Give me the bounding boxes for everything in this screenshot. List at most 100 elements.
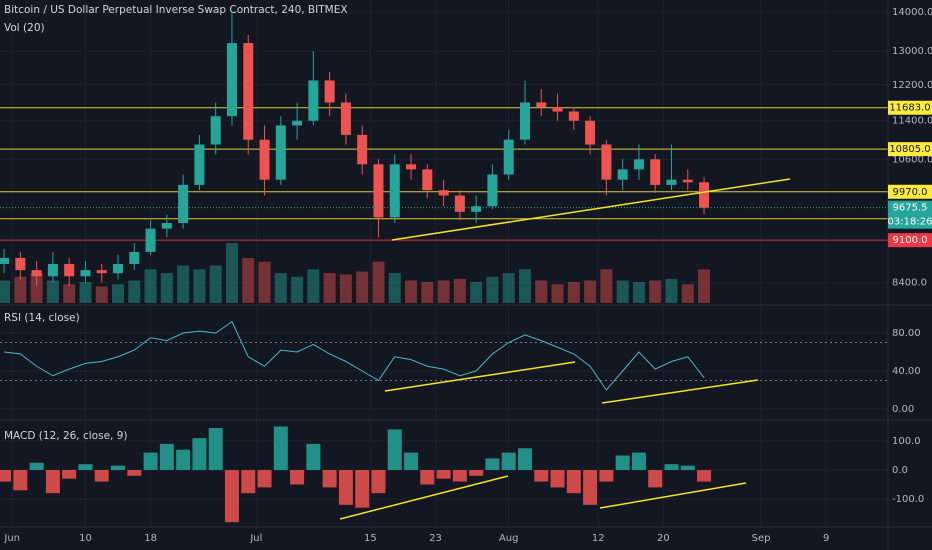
candle-body xyxy=(226,43,237,117)
candle-body xyxy=(454,195,465,212)
volume-bar xyxy=(46,280,59,303)
candle-body xyxy=(80,270,91,277)
volume-bar xyxy=(649,280,662,303)
candle-body xyxy=(471,206,482,212)
countdown-label: 03:18:26 xyxy=(888,217,932,228)
macd-bar xyxy=(224,469,239,523)
volume-bar xyxy=(453,279,466,303)
candle-body xyxy=(406,164,417,170)
macd-bar xyxy=(517,448,532,470)
x-tick-label: Jun xyxy=(3,533,20,544)
macd-bar xyxy=(680,465,695,470)
volume-bar xyxy=(79,282,92,303)
volume-bar xyxy=(486,276,499,303)
candle-body xyxy=(15,257,26,271)
volume-bar xyxy=(30,273,43,303)
volume-bar xyxy=(258,261,271,303)
candle-body xyxy=(389,164,400,218)
volume-bar xyxy=(665,279,678,303)
macd-bar xyxy=(501,452,516,470)
rsi-title: RSI (14, close) xyxy=(4,312,80,324)
trend-line xyxy=(599,482,747,509)
volume-bar xyxy=(372,261,385,303)
volume-bar xyxy=(323,273,336,303)
macd-bar xyxy=(0,469,12,482)
volume-bar xyxy=(128,280,141,303)
candle-body xyxy=(324,80,335,103)
volume-bar xyxy=(388,273,401,303)
volume-bar xyxy=(356,271,369,303)
candle-body xyxy=(145,228,156,252)
macd-bar xyxy=(469,469,484,476)
macd-bar xyxy=(192,438,207,470)
candle-body xyxy=(259,139,270,180)
trend-line xyxy=(601,379,759,404)
macd-bar xyxy=(404,452,419,470)
macd-bar xyxy=(208,427,223,470)
trend-line xyxy=(391,178,791,241)
macd-bar xyxy=(241,469,256,494)
level-badge xyxy=(888,184,932,199)
macd-bar xyxy=(306,443,321,470)
volume-bar xyxy=(405,280,418,303)
candle-body xyxy=(601,144,612,180)
macd-bar xyxy=(583,469,598,505)
volume-bar xyxy=(225,243,238,303)
volume-bar xyxy=(339,274,352,303)
volume-bar xyxy=(209,265,222,303)
macd-bar xyxy=(78,464,93,470)
volume-bar xyxy=(160,273,173,303)
y-tick-label: 13000.0 xyxy=(892,46,932,57)
candle-body xyxy=(552,106,563,112)
macd-bar xyxy=(436,469,451,479)
candle-body xyxy=(682,179,693,183)
macd-bar xyxy=(290,469,305,485)
y-tick-label: 40.00 xyxy=(892,366,921,377)
candle-body xyxy=(536,102,547,107)
macd-bar xyxy=(143,452,158,470)
candle-body xyxy=(568,111,579,121)
candle-body xyxy=(487,174,498,207)
volume-bar xyxy=(681,284,694,303)
candle-body xyxy=(210,116,221,145)
x-tick-label: 20 xyxy=(657,533,670,544)
y-tick-label: 12200.0 xyxy=(892,80,932,91)
macd-bar xyxy=(338,469,353,505)
macd-bar xyxy=(127,469,142,476)
volume-bar xyxy=(698,269,711,303)
macd-bar xyxy=(371,469,386,494)
macd-bar xyxy=(94,469,109,482)
candle-body xyxy=(178,184,189,223)
volume-bar xyxy=(291,276,304,303)
level-label: 10805.0 xyxy=(889,144,930,155)
macd-bar xyxy=(550,469,565,488)
candle-body xyxy=(422,169,433,191)
level-label: 9970.0 xyxy=(893,187,928,198)
x-tick-label: Aug xyxy=(499,533,519,544)
volume-bar xyxy=(14,276,27,303)
volume-bar xyxy=(63,284,76,303)
trend-line xyxy=(384,361,576,392)
volume-bar xyxy=(518,269,531,303)
level-badge xyxy=(888,100,932,115)
candle-body xyxy=(503,139,514,175)
macd-bar xyxy=(159,443,174,470)
rsi-line xyxy=(4,320,705,391)
volume-title: Vol (20) xyxy=(4,22,45,34)
candle-body xyxy=(275,125,286,180)
candle-body xyxy=(340,102,351,135)
plot-layer xyxy=(0,11,888,523)
candle-body xyxy=(519,102,530,140)
macd-bar xyxy=(664,464,679,470)
macd-bar xyxy=(599,469,614,482)
macd-bar xyxy=(452,469,467,482)
candle-body xyxy=(308,80,319,121)
candle-body xyxy=(585,120,596,145)
candle-body xyxy=(633,159,644,170)
x-tick-label: Sep xyxy=(752,533,771,544)
y-tick-label: 8400.0 xyxy=(892,278,927,289)
candle-body xyxy=(0,257,10,264)
volume-bar xyxy=(470,282,483,303)
level-label: 9100.0 xyxy=(893,235,928,246)
